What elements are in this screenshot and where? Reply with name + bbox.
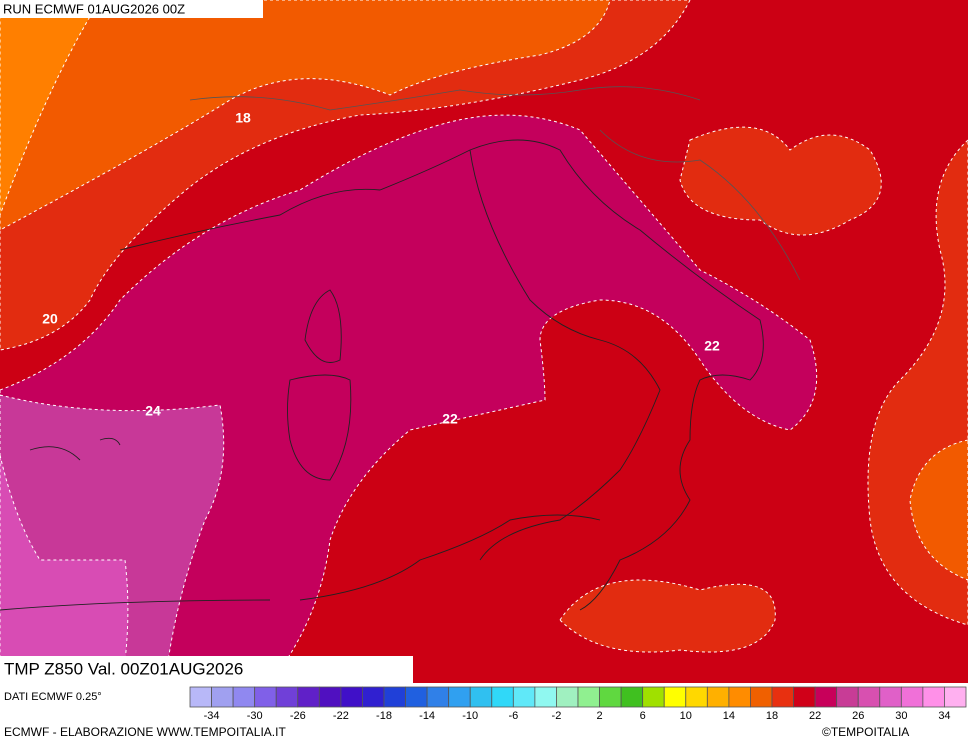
contour-label: 24: [145, 403, 161, 419]
color-swatch: [211, 686, 234, 708]
color-swatch: [448, 686, 471, 708]
color-swatch: [836, 686, 859, 708]
color-swatch: [577, 686, 600, 708]
borders: [189, 86, 801, 281]
color-swatch: [340, 686, 363, 708]
color-swatch: [685, 686, 708, 708]
color-swatch: [254, 686, 277, 708]
coastline: [119, 139, 764, 611]
colorbar-tick-label: -10: [462, 710, 478, 722]
colorbar-tick-label: 26: [852, 710, 864, 722]
colorbar: -34 -30 -26 -22 -18 -14 -10 -6 -2 2 6 10 14 18 22 26 30 3…: [189, 686, 967, 722]
header-box: [0, 0, 263, 18]
copyright: ©TEMPOITALIA: [822, 725, 909, 739]
colorbar-tick-label: 18: [766, 710, 778, 722]
color-swatch: [383, 686, 406, 708]
color-swatch: [189, 686, 212, 708]
color-swatch: [620, 686, 644, 708]
color-swatch: [728, 686, 751, 708]
islands: [287, 289, 352, 481]
colorbar-tick-label: 10: [680, 710, 692, 722]
color-swatch: [297, 686, 320, 708]
field-16-18: [909, 439, 968, 581]
title-box: [0, 656, 413, 683]
color-swatch: [814, 686, 838, 708]
geography: [0, 86, 801, 611]
contour-label: 22: [442, 411, 458, 427]
field-16-18: [0, 0, 611, 231]
temperature-field: [0, 0, 968, 684]
colorbar-tick-label: -34: [204, 710, 220, 722]
colorbar-tick-label: -18: [376, 710, 392, 722]
coastline: [469, 149, 661, 561]
color-swatch: [599, 686, 622, 708]
color-swatch: [534, 686, 557, 708]
color-swatch: [469, 686, 493, 708]
color-swatch: [900, 686, 924, 708]
colorbar-tick-label: -6: [508, 710, 518, 722]
colorbar-tick-label: -26: [290, 710, 306, 722]
contour-label: 18: [235, 110, 251, 126]
color-swatch: [512, 686, 536, 708]
field-18-20: [679, 126, 882, 236]
coastline: [0, 514, 601, 611]
color-swatch: [426, 686, 450, 708]
color-swatch: [663, 686, 687, 708]
color-swatch: [232, 686, 256, 708]
field-22-24: [0, 114, 818, 684]
colorbar-tick-label: -30: [247, 710, 263, 722]
map-title: TMP Z850 Val. 00Z01AUG2026: [4, 659, 243, 678]
colorbar-tick-label: 6: [640, 710, 646, 722]
color-swatch: [944, 686, 967, 708]
color-swatch: [275, 686, 299, 708]
contour-label: 22: [704, 338, 720, 354]
color-swatch: [491, 686, 514, 708]
color-swatch: [556, 686, 579, 708]
contour-label: 20: [42, 311, 58, 327]
color-swatch: [362, 686, 385, 708]
credit: ECMWF - ELABORAZIONE WWW.TEMPOITALIA.IT: [4, 725, 286, 739]
data-source: DATI ECMWF 0.25°: [4, 691, 102, 703]
run-label: RUN ECMWF 01AUG2026 00Z: [3, 1, 185, 16]
color-swatch: [857, 686, 881, 708]
color-swatch: [771, 686, 794, 708]
color-swatch: [750, 686, 773, 708]
color-swatch: [318, 686, 342, 708]
color-swatch: [706, 686, 730, 708]
colorbar-tick-label: 14: [723, 710, 735, 722]
colorbar-tick-label: -2: [552, 710, 562, 722]
color-swatch: [405, 686, 428, 708]
colorbar-tick-label: -22: [333, 710, 349, 722]
colorbar-tick-label: 2: [596, 710, 602, 722]
islands: [29, 437, 121, 461]
color-swatch: [879, 686, 902, 708]
colorbar-tick-label: 34: [938, 710, 950, 722]
color-swatch: [922, 686, 945, 708]
field-18-20: [559, 579, 776, 653]
color-swatch: [793, 686, 816, 708]
field-26-28: [0, 454, 129, 684]
color-swatch: [642, 686, 665, 708]
colorbar-tick-label: -14: [419, 710, 435, 722]
colorbar-tick-label: 22: [809, 710, 821, 722]
colorbar-tick-label: 30: [895, 710, 907, 722]
